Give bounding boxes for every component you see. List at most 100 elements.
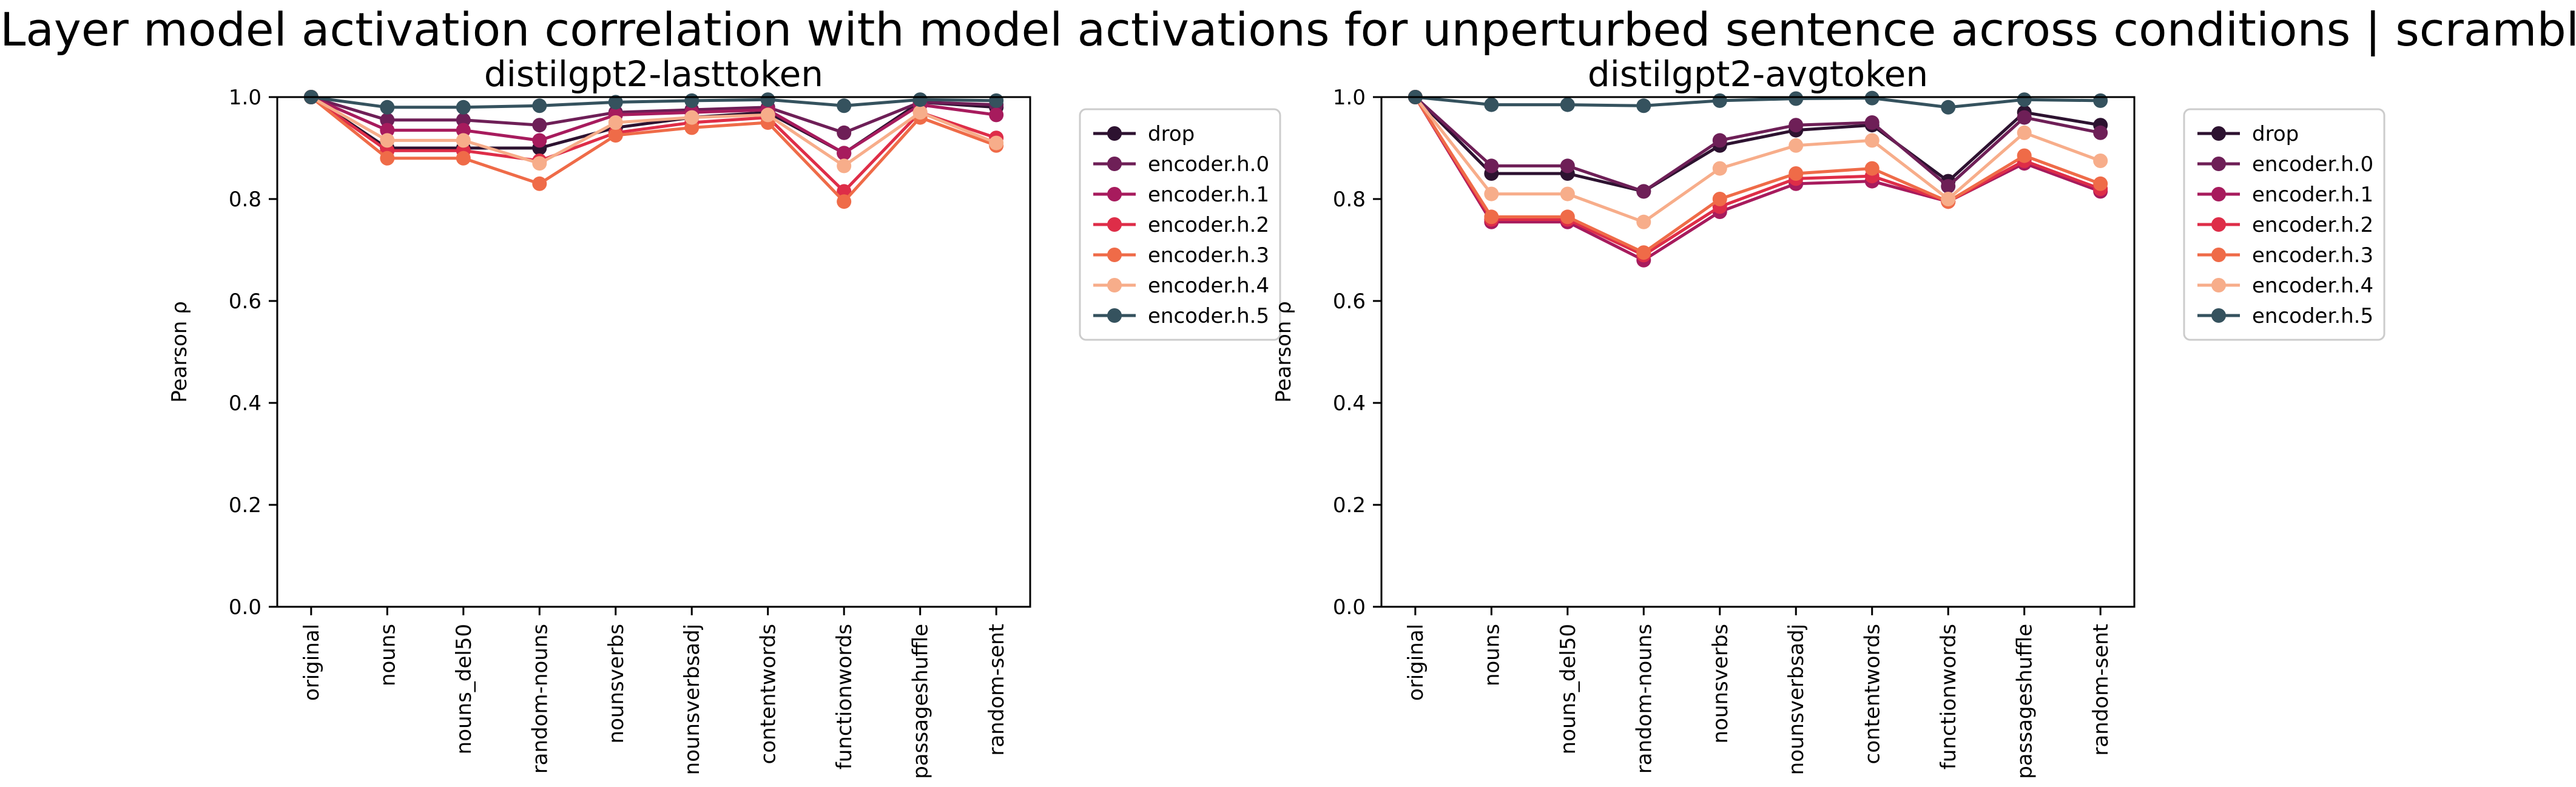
data-point (380, 150, 395, 166)
x-tick-label: random-nouns (1632, 624, 1656, 774)
legend-label: encoder.h.4 (2252, 274, 2373, 298)
legend-label: encoder.h.3 (2252, 243, 2373, 268)
data-point (837, 125, 852, 140)
data-point (456, 133, 471, 148)
data-point (760, 107, 775, 123)
y-tick-label: 0.8 (1333, 187, 1366, 212)
data-point (1636, 214, 1651, 229)
data-point (1789, 166, 1804, 181)
legend-label: encoder.h.4 (1148, 274, 1269, 298)
data-point (1484, 97, 1499, 112)
x-tick-label: nounsverbsadj (680, 624, 704, 775)
x-tick-label: random-nouns (528, 624, 552, 774)
data-point (1712, 161, 1727, 176)
data-point (912, 105, 928, 120)
x-tick-label: nounsverbsadj (1784, 624, 1809, 775)
legend-marker (1107, 157, 1122, 171)
legend-marker (2211, 217, 2226, 232)
data-point (837, 184, 852, 199)
data-point (1712, 93, 1727, 108)
legend-marker (2211, 157, 2226, 171)
data-point (989, 93, 1004, 108)
data-point (1560, 186, 1575, 201)
data-point (989, 107, 1004, 123)
x-tick-label: functionwords (832, 624, 857, 769)
x-tick-label: original (1404, 624, 1428, 701)
data-point (1864, 133, 1880, 148)
legend-marker (2211, 308, 2226, 323)
data-point (837, 194, 852, 209)
y-tick-label: 0.0 (229, 595, 261, 620)
data-point (2093, 176, 2108, 191)
data-point (1484, 209, 1499, 225)
data-point (532, 118, 547, 133)
legend-label: encoder.h.5 (1148, 304, 1269, 328)
legend-label: encoder.h.2 (2252, 213, 2373, 237)
legend-marker (1107, 217, 1122, 232)
data-point (1941, 192, 1956, 206)
legend-label: encoder.h.1 (1148, 183, 1269, 207)
legend-label: encoder.h.5 (2252, 304, 2373, 328)
figure-title: Layer model activation correlation with … (0, 2, 2576, 56)
data-point (1636, 98, 1651, 113)
chart-1: distilgpt2-lasttoken 0.0 0.2 0.4 0.6 0.8 1.0 Pe… (167, 53, 1281, 779)
data-point (1789, 138, 1804, 153)
x-tick-label: random-sent (985, 624, 1009, 756)
data-point (1789, 118, 1804, 133)
legend-label: encoder.h.1 (2252, 183, 2373, 207)
data-point (608, 115, 623, 130)
legend-box (2183, 108, 2385, 341)
data-point (456, 100, 471, 115)
legend-label: encoder.h.0 (1148, 152, 1269, 177)
legend-marker (1107, 248, 1122, 262)
data-point (684, 93, 700, 108)
series-line (1414, 96, 2102, 262)
y-axis-label: Pearson ρ (1272, 301, 1296, 402)
legend-label: drop (2252, 122, 2299, 146)
data-point (2093, 154, 2108, 168)
data-point (1712, 192, 1727, 206)
plot-frame (276, 96, 1031, 608)
series-line (1415, 95, 2101, 109)
data-point (456, 123, 471, 138)
x-tick-label: nouns (1480, 624, 1504, 686)
data-point (1636, 245, 1651, 260)
legend: drop encoder.h.0 encoder.h.1 encoder.h.2 enc… (2183, 108, 2385, 341)
series-encoder.h.5 (303, 90, 1004, 115)
y-tick-label: 0.2 (229, 493, 261, 518)
x-tick-label: passageshuffle (2013, 624, 2037, 779)
legend-marker (2211, 278, 2226, 292)
series-line (310, 96, 997, 204)
data-point (532, 156, 547, 171)
data-point (380, 133, 395, 148)
chart-2: distilgpt2-avgtoken 0.0 0.2 0.4 0.6 0.8 1.0 Pea… (1272, 53, 2385, 779)
data-point (912, 92, 928, 107)
x-tick-label: nouns (376, 624, 400, 686)
data-point (1712, 133, 1727, 148)
series-line (1414, 96, 2102, 257)
x-tick-label: random-sent (2089, 624, 2113, 756)
legend-marker (1107, 278, 1122, 292)
x-tick-label: nouns_del50 (452, 624, 476, 754)
series-line (1414, 96, 2101, 194)
x-tick-label: passageshuffle (909, 624, 933, 779)
data-point (1560, 158, 1575, 174)
data-point (1560, 209, 1575, 225)
legend-label: encoder.h.0 (2252, 152, 2373, 177)
chart-title: distilgpt2-lasttoken (484, 53, 823, 95)
data-point (837, 146, 852, 161)
x-tick-label: functionwords (1937, 624, 1961, 769)
x-tick-label: nouns_del50 (1556, 624, 1580, 754)
data-point (1789, 91, 1804, 106)
series-encoder.h.2 (1408, 90, 2108, 263)
y-tick-label: 0.8 (229, 187, 261, 212)
legend-box (1079, 108, 1281, 341)
y-tick-label: 0.6 (229, 289, 261, 314)
series-line (310, 95, 997, 194)
legend: drop encoder.h.0 encoder.h.1 encoder.h.2 enc… (1079, 108, 1281, 341)
data-point (532, 133, 547, 148)
y-tick-label: 0.4 (229, 391, 261, 416)
x-tick-label: contentwords (757, 624, 781, 764)
data-point (2017, 125, 2032, 140)
data-point (608, 128, 623, 143)
